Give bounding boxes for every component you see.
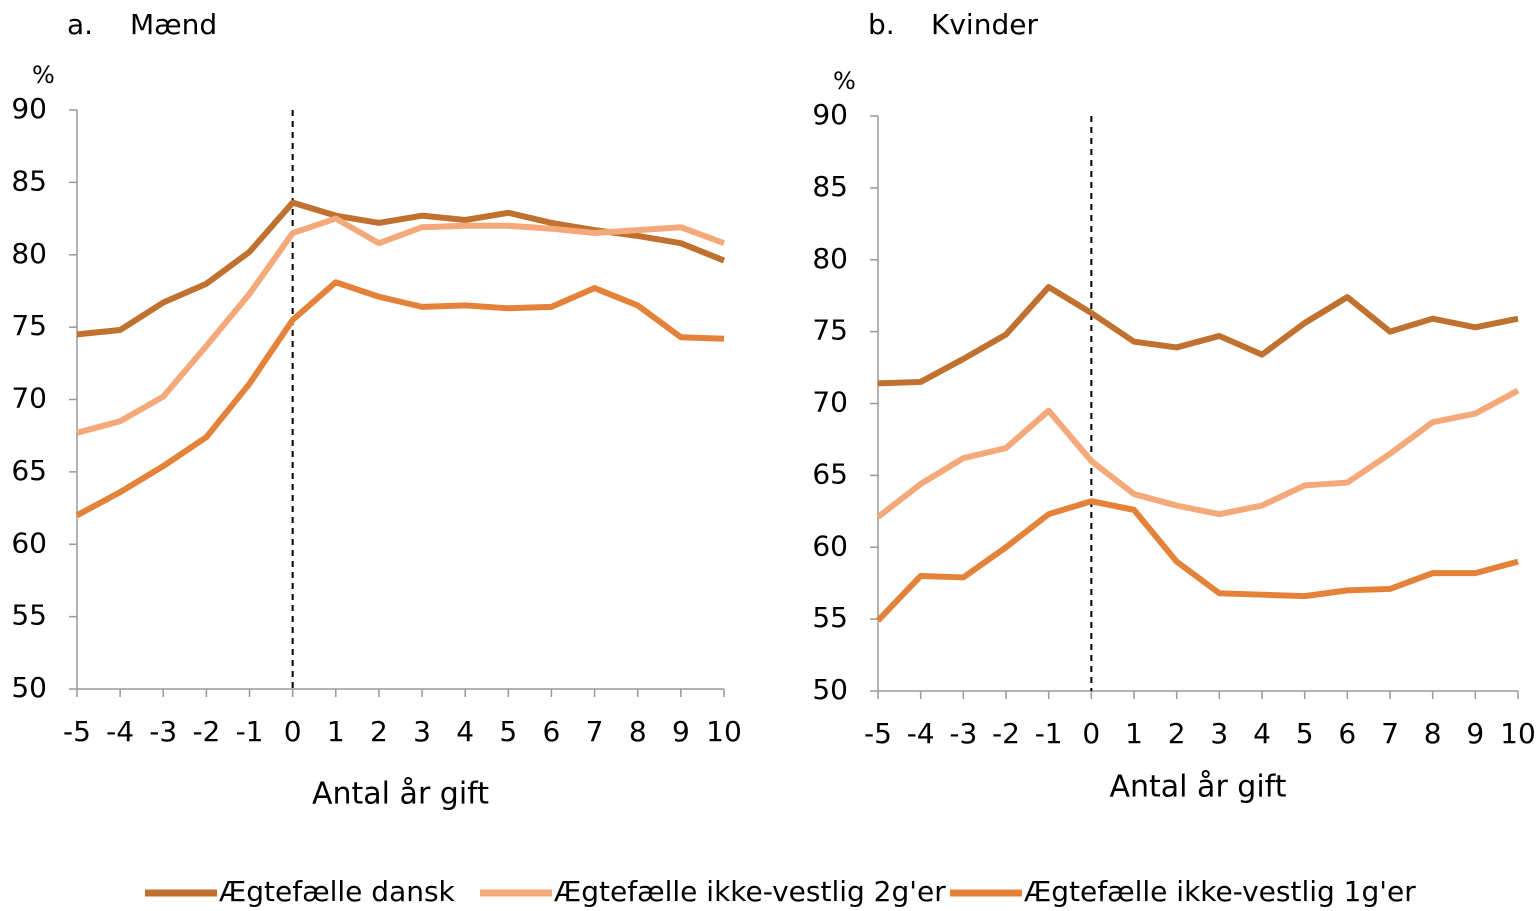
x-tick-label: -1	[1035, 717, 1063, 750]
y-tick-label: 70	[11, 382, 47, 415]
x-tick-label: 9	[672, 715, 690, 748]
y-tick-label: 75	[812, 314, 848, 347]
series-line	[876, 387, 1520, 520]
y-tick-label: 85	[812, 170, 848, 203]
series-line	[76, 199, 726, 338]
x-tick-label: 5	[1296, 717, 1314, 750]
x-tick-label: 0	[284, 715, 302, 748]
x-tick-label: 4	[456, 715, 474, 748]
panel-title: Mænd	[130, 8, 217, 41]
y-tick-label: 85	[11, 164, 47, 197]
y-tick-label: 90	[812, 98, 848, 131]
y-tick-label: 80	[11, 237, 47, 270]
series-line	[76, 215, 726, 436]
y-axis-label: %	[833, 67, 856, 95]
x-tick-label: 0	[1082, 717, 1100, 750]
legend-label: Ægtefælle dansk	[219, 875, 456, 908]
y-tick-label: 70	[812, 386, 848, 419]
x-tick-label: 1	[327, 715, 345, 748]
x-tick-label: 5	[499, 715, 517, 748]
y-tick-label: 50	[11, 671, 47, 704]
y-tick-label: 55	[812, 601, 848, 634]
series-line	[875, 498, 1519, 623]
y-tick-label: 55	[11, 599, 47, 632]
x-axis-label: Antal år gift	[1110, 770, 1287, 805]
x-axis-label: Antal år gift	[312, 777, 489, 812]
legend-label: Ægtefælle ikke-vestlig 1g'er	[1024, 875, 1416, 908]
panel-label: a.	[67, 8, 93, 41]
x-tick-label: -1	[236, 715, 264, 748]
x-tick-label: 10	[706, 715, 742, 748]
x-tick-label: 10	[1500, 717, 1536, 750]
y-tick-label: 65	[11, 454, 47, 487]
x-tick-label: 9	[1466, 717, 1484, 750]
x-tick-label: -5	[63, 715, 91, 748]
x-tick-label: -4	[106, 715, 134, 748]
x-tick-label: 3	[413, 715, 431, 748]
x-tick-label: 7	[586, 715, 604, 748]
x-tick-label: 6	[1338, 717, 1356, 750]
y-axis-label: %	[32, 61, 55, 89]
x-tick-label: -4	[907, 717, 935, 750]
panel-title: Kvinder	[931, 8, 1038, 41]
y-tick-label: 65	[812, 457, 848, 490]
x-tick-label: -2	[192, 715, 220, 748]
x-tick-label: 2	[1168, 717, 1186, 750]
x-tick-label: 1	[1125, 717, 1143, 750]
x-tick-label: -2	[992, 717, 1020, 750]
x-tick-label: 4	[1253, 717, 1271, 750]
panel-label: b.	[868, 8, 895, 41]
series-line	[75, 279, 725, 518]
y-tick-label: 80	[812, 242, 848, 275]
x-tick-label: -3	[949, 717, 977, 750]
legend-label: Ægtefælle ikke-vestlig 2g'er	[554, 875, 946, 908]
y-tick-label: 50	[812, 673, 848, 706]
x-tick-label: -3	[149, 715, 177, 748]
x-tick-label: 7	[1381, 717, 1399, 750]
y-tick-label: 90	[11, 92, 47, 125]
x-tick-label: 2	[370, 715, 388, 748]
series-line	[877, 284, 1519, 387]
x-tick-label: 8	[1424, 717, 1442, 750]
y-tick-label: 60	[11, 526, 47, 559]
x-tick-label: 6	[543, 715, 561, 748]
y-tick-label: 75	[11, 309, 47, 342]
y-tick-label: 60	[812, 529, 848, 562]
x-tick-label: -5	[864, 717, 892, 750]
x-tick-label: 3	[1210, 717, 1228, 750]
x-tick-label: 8	[629, 715, 647, 748]
